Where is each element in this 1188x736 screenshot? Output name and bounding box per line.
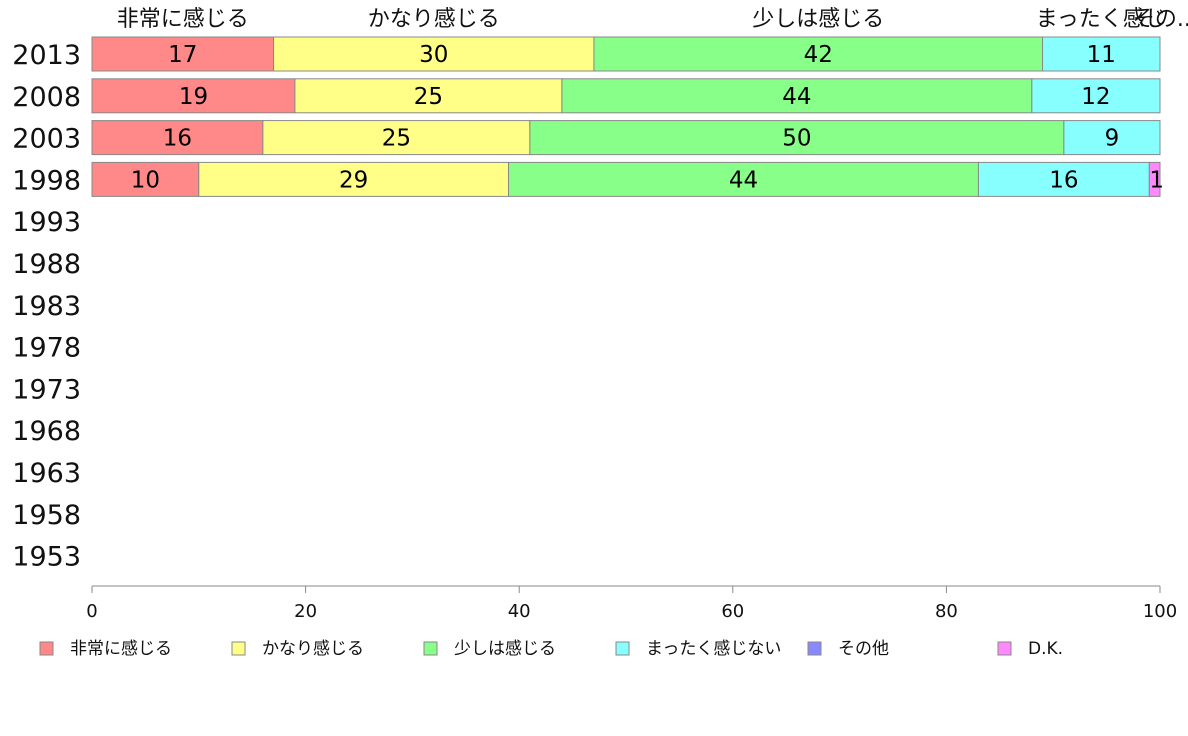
legend-swatch (807, 641, 822, 656)
legend-label: 少しは感じる (454, 639, 556, 659)
bar-segment (593, 36, 1044, 72)
bar-value-label: 25 (414, 84, 443, 110)
bar-value-label: 50 (782, 126, 811, 152)
bar-value-label: 12 (1081, 84, 1110, 110)
bar-value-label: 44 (729, 167, 758, 193)
legend-swatch (423, 641, 438, 656)
bar-segment (561, 78, 1033, 114)
top-label: かなり感じる (368, 7, 500, 32)
bar-segment (1042, 36, 1161, 72)
x-axis: 0 20 40 60 80 100 (86, 585, 1177, 622)
bar-segment (91, 120, 264, 156)
bar-value-label: 1 (1149, 167, 1164, 193)
legend-swatch (39, 641, 54, 656)
legend-label: かなり感じる (262, 639, 364, 659)
bar-segment (262, 120, 531, 156)
year-label: 1998 (12, 165, 81, 196)
bar-segment (91, 36, 275, 72)
legend: 非常に感じる かなり感じる 少しは感じる まったく感じない その他 D.K. (39, 639, 1063, 659)
top-label: その... (1133, 7, 1188, 32)
top-category-labels: 非常に感じる かなり感じる 少しは感じる まったく感じその... (117, 7, 1188, 32)
x-tick-label: 80 (935, 601, 958, 622)
year-label: 1953 (12, 542, 81, 573)
legend-swatch (997, 641, 1012, 656)
bar-segment (1063, 120, 1161, 156)
bars: 17 30 42 11 19 25 44 12 16 25 50 9 10 29 44 16 1 (91, 36, 1164, 197)
year-label: 1988 (12, 249, 81, 280)
bar-value-label: 17 (168, 42, 197, 68)
bar-value-label: 16 (163, 126, 192, 152)
bar-segment (91, 78, 296, 114)
bar-value-label: 42 (804, 42, 833, 68)
bar-segment (1148, 161, 1161, 197)
bar-segment (977, 161, 1150, 197)
bar-value-label: 9 (1105, 126, 1120, 152)
year-label: 1978 (12, 333, 81, 364)
x-tick-label: 40 (508, 601, 531, 622)
bar-value-label: 44 (782, 84, 811, 110)
bar-value-label: 30 (419, 42, 448, 68)
bar-segment (529, 120, 1065, 156)
bar-value-label: 25 (382, 126, 411, 152)
legend-label: 非常に感じる (70, 639, 172, 659)
bar-value-label: 29 (339, 167, 368, 193)
top-label: 少しは感じる (752, 7, 884, 32)
x-tick-label: 60 (721, 601, 744, 622)
year-labels: 2013 2008 2003 1998 1993 1988 1983 1978 1973 1968… (12, 40, 81, 573)
top-label: 非常に感じる (117, 7, 249, 32)
x-tick-label: 20 (294, 601, 317, 622)
year-label: 1973 (12, 374, 81, 405)
year-label: 1983 (12, 291, 81, 322)
x-tick-label: 100 (1143, 601, 1177, 622)
year-label: 1963 (12, 458, 81, 489)
bar-segment (508, 161, 979, 197)
bar-value-label: 11 (1087, 42, 1116, 68)
bar-value-label: 10 (131, 167, 160, 193)
legend-label: まったく感じない (646, 639, 781, 659)
bar-segment (198, 161, 510, 197)
bar-value-label: 16 (1049, 167, 1078, 193)
legend-label: その他 (838, 639, 889, 659)
year-label: 1993 (12, 207, 81, 238)
year-label: 1958 (12, 500, 81, 531)
bar-value-label: 19 (179, 84, 208, 110)
x-tick-label: 0 (86, 601, 97, 622)
legend-swatch (615, 641, 630, 656)
legend-label: D.K. (1028, 639, 1063, 659)
bar-segment (1031, 78, 1161, 114)
bar-segment (273, 36, 595, 72)
year-label: 1968 (12, 416, 81, 447)
year-label: 2003 (12, 124, 81, 155)
top-label: まったく感じ (1036, 7, 1167, 32)
bar-segment (91, 161, 200, 197)
legend-swatch (231, 641, 246, 656)
bar-segment (294, 78, 563, 114)
year-label: 2008 (12, 82, 81, 113)
year-label: 2013 (12, 40, 81, 71)
